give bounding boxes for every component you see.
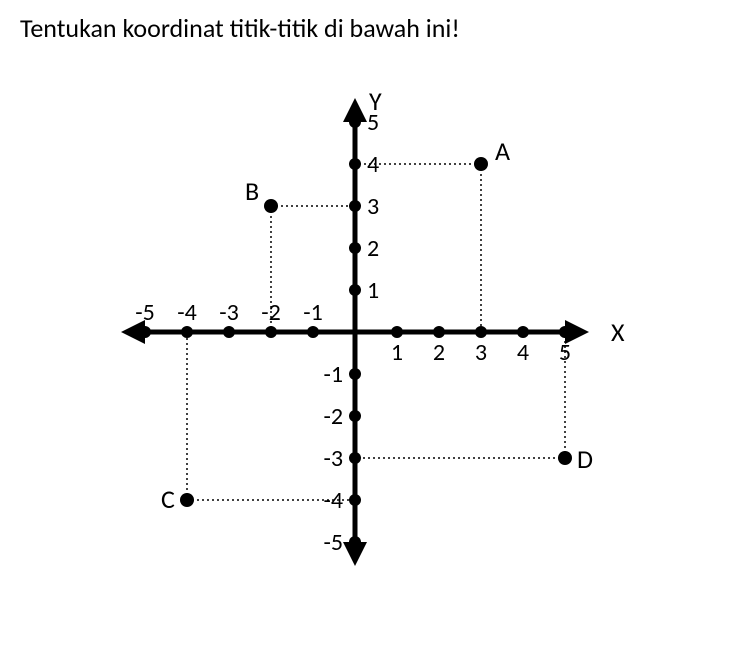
x-tick-dot (139, 326, 151, 338)
x-tick-label: -4 (177, 298, 197, 327)
x-tick-dot (391, 326, 403, 338)
y-tick-dot (349, 452, 361, 464)
x-tick-label: -5 (135, 298, 155, 327)
x-tick-dot (475, 326, 487, 338)
x-tick-label: -3 (219, 298, 239, 327)
x-axis-label: X (611, 316, 625, 348)
x-tick-label: 3 (475, 338, 487, 367)
y-tick-dot (349, 368, 361, 380)
point-label-d: D (577, 443, 593, 475)
x-tick-dot (223, 326, 235, 338)
y-tick-dot (349, 536, 361, 548)
y-tick-label: 3 (367, 192, 379, 221)
x-tick-dot (265, 326, 277, 338)
x-tick-dot (517, 326, 529, 338)
x-tick-label: 5 (559, 338, 571, 367)
x-tick-dot (307, 326, 319, 338)
y-tick-dot (349, 158, 361, 170)
x-tick-label: -1 (303, 298, 323, 327)
x-tick-dot (433, 326, 445, 338)
y-tick-dot (349, 200, 361, 212)
y-tick-label: -3 (323, 444, 343, 473)
y-tick-label: 1 (367, 276, 379, 305)
x-tick-label: 1 (391, 338, 403, 367)
y-tick-label: -2 (323, 402, 343, 431)
x-tick-dot (559, 326, 571, 338)
x-tick-label: 4 (517, 338, 529, 367)
y-tick-label: -1 (323, 360, 343, 389)
data-point-d (558, 451, 572, 465)
data-point-b (264, 199, 278, 213)
y-tick-label: -5 (323, 528, 343, 557)
page-title: Tentukan koordinat titik-titik di bawah … (20, 12, 710, 44)
data-point-c (180, 493, 194, 507)
point-label-c: C (161, 483, 175, 515)
data-point-a (474, 157, 488, 171)
y-tick-label: -4 (323, 486, 343, 515)
y-tick-dot (349, 284, 361, 296)
chart-svg: -5-4-3-2-112345-5-4-3-2-112345XYABCD (85, 52, 645, 592)
y-tick-dot (349, 116, 361, 128)
point-label-a: A (495, 135, 510, 167)
point-label-b: B (245, 175, 259, 207)
y-tick-dot (349, 410, 361, 422)
x-tick-label: 2 (433, 338, 445, 367)
y-axis-label: Y (369, 85, 382, 117)
y-tick-label: 2 (367, 234, 379, 263)
y-tick-dot (349, 242, 361, 254)
coordinate-chart: -5-4-3-2-112345-5-4-3-2-112345XYABCD (85, 52, 645, 592)
y-tick-label: 4 (367, 150, 379, 179)
x-tick-dot (181, 326, 193, 338)
y-tick-dot (349, 494, 361, 506)
x-tick-label: -2 (261, 298, 281, 327)
